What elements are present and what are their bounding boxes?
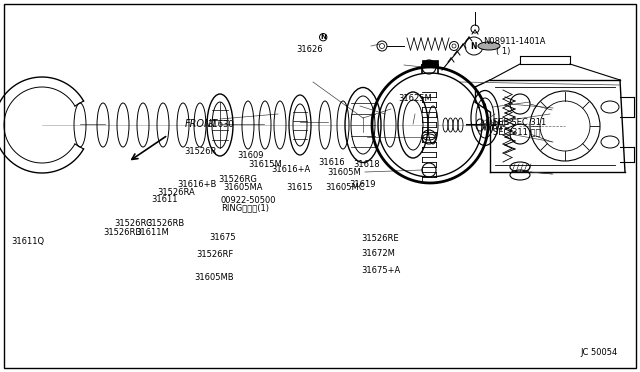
Text: 31626: 31626 [296, 45, 323, 54]
Text: 31619: 31619 [349, 180, 375, 189]
Ellipse shape [478, 42, 500, 50]
Text: 31611M: 31611M [136, 228, 170, 237]
Text: 31616+B: 31616+B [177, 180, 216, 189]
Text: 31630: 31630 [207, 120, 234, 129]
Text: ( 1): ( 1) [496, 47, 510, 56]
Text: SEE SEC.311: SEE SEC.311 [493, 118, 546, 126]
Text: JC 50054: JC 50054 [580, 348, 618, 357]
Text: 00922-50500: 00922-50500 [221, 196, 276, 205]
Text: 31605M: 31605M [328, 168, 362, 177]
Text: 31616: 31616 [319, 158, 346, 167]
Text: 31605MB: 31605MB [194, 273, 234, 282]
Text: 31609: 31609 [237, 151, 264, 160]
Text: 31526RG: 31526RG [218, 175, 257, 184]
Text: RINGリング(1): RINGリング(1) [221, 203, 269, 212]
Text: 31625M: 31625M [398, 94, 432, 103]
Text: 31605MA: 31605MA [223, 183, 262, 192]
Text: N: N [320, 34, 326, 40]
Text: 31675+A: 31675+A [362, 266, 401, 275]
Bar [422, 60, 438, 65]
Text: N08911-1401A: N08911-1401A [483, 37, 546, 46]
Text: 31672M: 31672M [362, 249, 396, 258]
Text: 31526RE: 31526RE [362, 234, 399, 243]
Text: 31615: 31615 [286, 183, 313, 192]
Text: 31616+A: 31616+A [271, 165, 311, 174]
Text: 31526R: 31526R [184, 147, 216, 156]
Text: 31675: 31675 [209, 233, 236, 242]
Text: 31526RF: 31526RF [196, 250, 234, 259]
Text: 31605MC: 31605MC [325, 183, 365, 192]
Text: 31615M: 31615M [248, 160, 282, 169]
Text: SEC.311 参照: SEC.311 参照 [493, 128, 540, 137]
Text: 31526RD: 31526RD [104, 228, 143, 237]
Text: 31526RB: 31526RB [146, 219, 184, 228]
Text: N: N [471, 42, 477, 51]
Text: 31611: 31611 [152, 195, 178, 203]
Text: FRONT: FRONT [185, 119, 218, 129]
Text: 31611Q: 31611Q [12, 237, 45, 246]
Text: 31526RC: 31526RC [114, 219, 152, 228]
Text: 31618: 31618 [353, 160, 380, 169]
Text: 31526RA: 31526RA [157, 188, 195, 197]
